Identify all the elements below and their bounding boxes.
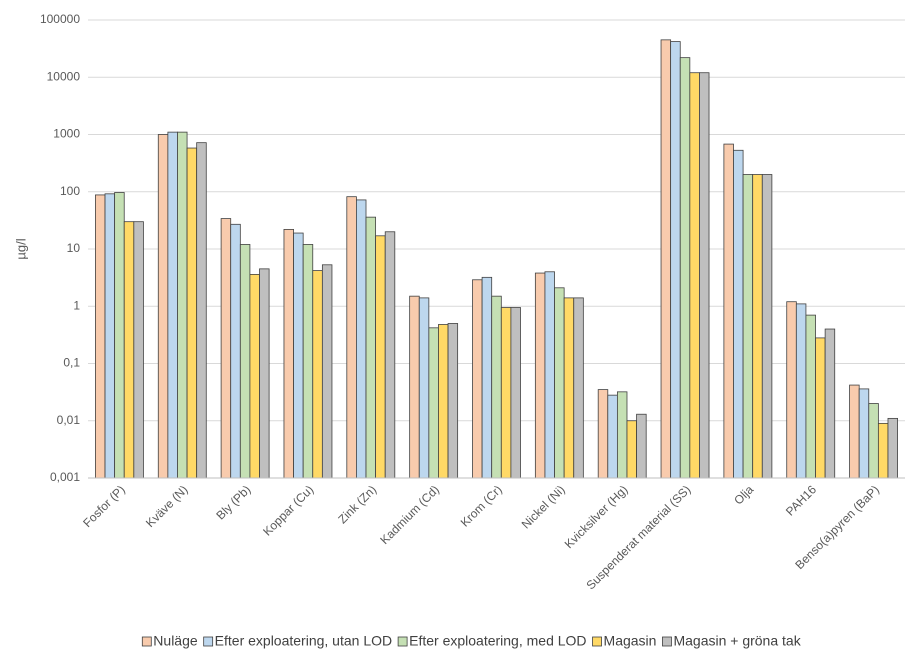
bar: [544, 271, 555, 479]
bar: [534, 272, 546, 479]
y-tick-label: 1: [73, 298, 80, 312]
legend: Nuläge Efter exploatering, utan LOD Efter …: [141, 633, 802, 649]
bar: [824, 328, 836, 479]
legend-swatch: [662, 636, 672, 647]
bar: [723, 143, 734, 479]
bar: [259, 268, 270, 479]
y-tick-label: 0,001: [50, 470, 80, 484]
bar: [167, 131, 178, 479]
bar: [887, 417, 898, 479]
bar: [670, 41, 681, 479]
bar: [679, 57, 691, 479]
bar: [733, 149, 744, 479]
bar: [491, 295, 502, 479]
bar: [409, 295, 420, 479]
bar: [752, 174, 763, 479]
bar: [239, 244, 251, 479]
y-tick-label: 0,1: [63, 356, 80, 370]
bar: [346, 196, 357, 479]
x-tick-label: PAH16: [783, 482, 819, 518]
y-tick-label: 100000: [40, 12, 80, 26]
bar: [472, 279, 483, 479]
y-tick-label: 100: [60, 184, 80, 198]
bar: [626, 420, 637, 479]
legend-label: Nuläge: [153, 633, 198, 649]
bar: [742, 174, 754, 479]
y-tick-label: 1000: [53, 127, 80, 141]
bar: [365, 216, 377, 479]
legend-swatch: [397, 636, 408, 647]
x-tick-label: Bly (Pb): [213, 482, 253, 522]
legend-label: Efter exploatering, utan LOD: [215, 633, 392, 649]
bar: [114, 192, 125, 479]
bar: [573, 297, 584, 479]
bar: [157, 134, 169, 479]
bar: [660, 39, 672, 479]
x-tick-label: Kvicksilver (Hg): [562, 482, 631, 551]
bar: [321, 264, 333, 479]
bar: [186, 147, 198, 479]
bar: [384, 231, 396, 479]
x-tick-label: Olja: [731, 482, 756, 507]
bar: [607, 394, 618, 479]
bar: [510, 307, 521, 479]
bar: [858, 388, 870, 479]
legend-label: Magasin: [604, 633, 657, 649]
bar: [123, 221, 135, 479]
bar: [95, 194, 106, 479]
bar: [868, 403, 879, 479]
bar: [795, 303, 807, 479]
bar: [283, 228, 294, 479]
bar: [597, 389, 609, 479]
bar: [438, 324, 449, 479]
bar: [293, 232, 304, 479]
x-tick-label: Krom (Cr): [458, 482, 505, 529]
bar: [877, 422, 889, 479]
y-tick-label: 10000: [47, 69, 81, 83]
bar: [312, 270, 323, 479]
bar: [177, 131, 188, 479]
legend-swatch: [141, 636, 152, 647]
bar: [636, 413, 647, 479]
bar: [761, 174, 773, 479]
legend-swatch: [592, 636, 602, 647]
bar: [356, 199, 367, 479]
x-tick-label: Zink (Zn): [335, 482, 379, 526]
bar: [375, 235, 386, 479]
legend-label: Efter exploatering, med LOD: [409, 633, 586, 649]
bar: [220, 218, 232, 479]
bar: [418, 297, 430, 479]
bar: [786, 301, 797, 479]
bar: [481, 276, 493, 479]
x-tick-label: Kväve (N): [143, 482, 191, 530]
legend-swatch: [203, 636, 214, 647]
bar: [500, 307, 512, 479]
x-tick-label: Nickel (Ni): [519, 482, 568, 531]
bar: [302, 244, 314, 479]
bar: [616, 391, 628, 479]
bar: [249, 274, 260, 479]
bar: [196, 142, 207, 479]
bar: [689, 72, 700, 479]
bar: [554, 287, 565, 479]
bar: [699, 72, 710, 479]
legend-label: Magasin + gröna tak: [673, 633, 801, 649]
x-tick-label: Koppar (Cu): [260, 482, 316, 538]
bar: [805, 314, 816, 479]
bar: [563, 297, 575, 479]
bar: [133, 221, 144, 479]
x-tick-label: Fosfor (P): [80, 482, 128, 530]
x-tick-label: Kadmium (Cd): [377, 482, 442, 547]
bar: [230, 223, 241, 479]
x-tick-label: Suspenderat material (SS): [584, 482, 694, 592]
bar: [447, 323, 459, 479]
y-axis-label: µg/l: [13, 238, 28, 259]
y-tick-label: 10: [67, 241, 81, 255]
bar: [104, 193, 116, 479]
y-tick-label: 0,01: [57, 413, 81, 427]
bar: [815, 337, 826, 479]
bar: [428, 327, 439, 479]
bar: [849, 384, 860, 479]
